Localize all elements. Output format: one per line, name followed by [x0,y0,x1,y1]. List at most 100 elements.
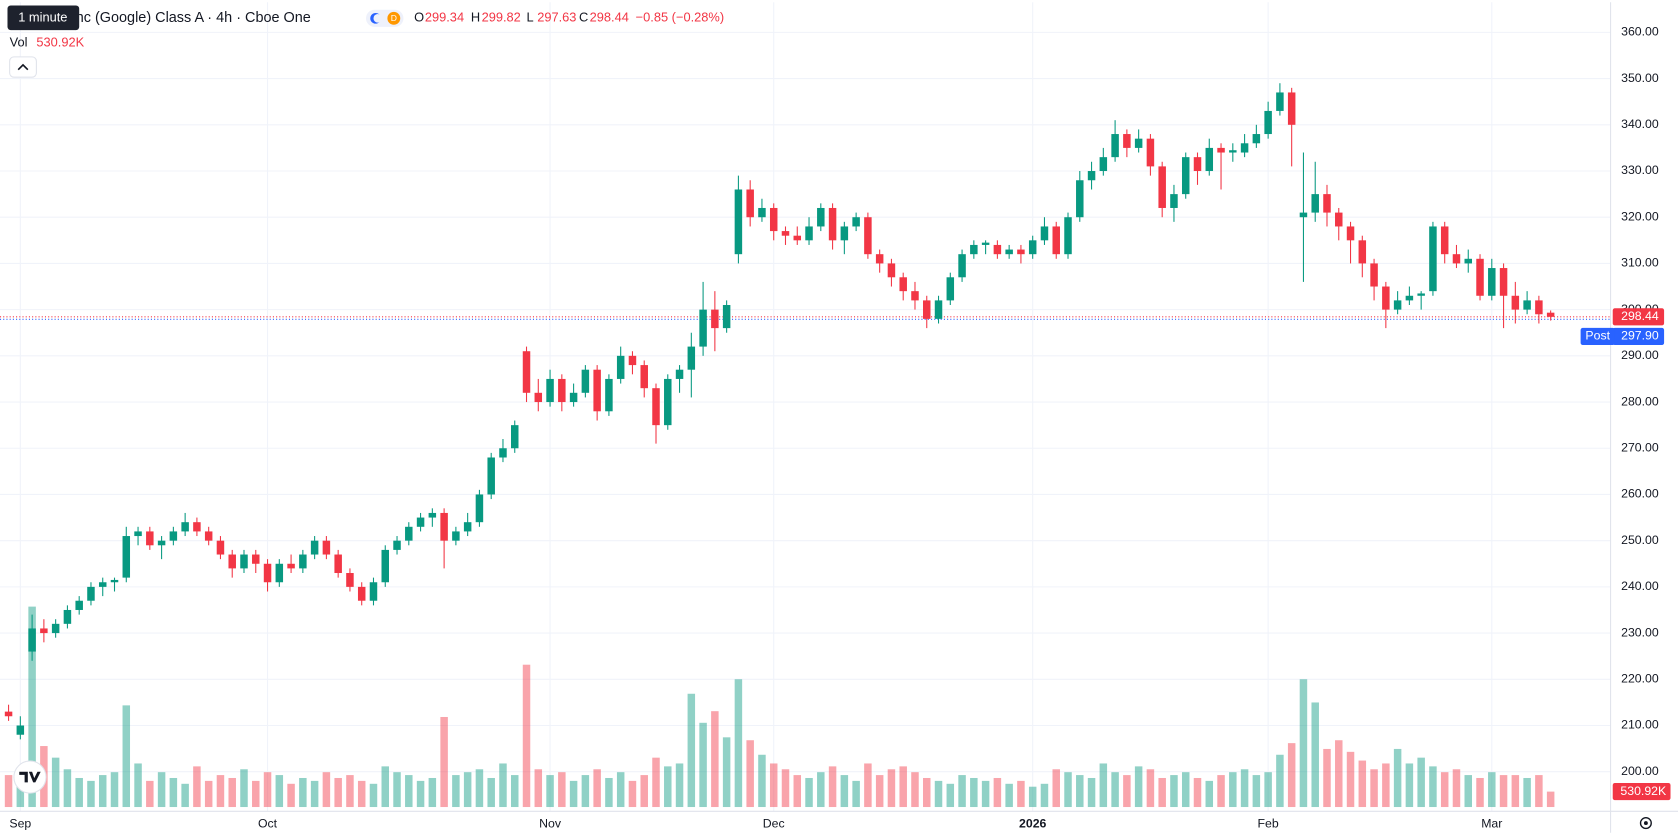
volume-bar [1111,772,1119,808]
volume-bar [110,772,119,808]
y-tick-label: 220.00 [1621,672,1659,686]
candle-body [1099,157,1108,172]
volume-bar [581,775,590,808]
settings-icon[interactable] [1639,817,1652,830]
volume-bar [993,777,1002,808]
candle-body [558,378,566,403]
post-price-box [1612,327,1665,346]
candle-body [781,231,790,236]
session-icon-cut [373,14,383,23]
volume-bar [1134,766,1143,808]
volume-bar [1087,777,1096,808]
y-tick-label: 290.00 [1621,348,1659,362]
volume-bar [452,775,460,808]
candle-body [4,711,13,717]
volume-bar [463,772,472,808]
volume-label-box [1612,783,1671,801]
volume-bar [63,769,72,808]
candle-body [840,226,849,241]
x-tick-label: Dec [763,816,785,830]
candle-body [216,540,225,555]
volume-bar [252,780,260,808]
volume-bar [122,705,131,808]
volume-bar [593,769,601,808]
candle-body [228,554,236,569]
candle-body [923,300,931,319]
x-tick-label: 2026 [1019,816,1047,830]
volume-bar [1170,775,1178,808]
last-price-label: 298.44 [1621,309,1659,323]
volume-bar [840,775,849,808]
volume-bar [1405,763,1414,808]
volume-bar [923,777,931,808]
volume-bar [322,772,331,808]
volume-bar [1382,763,1390,808]
candle-body [628,355,637,366]
candle-body [1393,300,1402,310]
candle-body [1476,258,1484,296]
volume-bar [675,763,684,808]
candle-body [1170,194,1178,208]
tooltip: 1 minute [18,10,67,25]
logo[interactable] [13,760,47,794]
candle-body [1346,226,1355,241]
volume-bar [1476,777,1484,808]
volume-bar [1264,772,1272,808]
volume-bar [711,711,719,808]
candle-body [240,554,248,569]
volume-bar [758,754,766,808]
volume-bar [781,769,790,808]
ohlc-key: H [471,10,480,25]
volume-bar [817,772,825,808]
volume-bar [1417,757,1425,808]
candle-body [1205,147,1214,172]
candle-body [322,540,331,555]
candle-body [711,309,719,329]
collapse-icon [17,63,29,71]
candle-body [546,378,554,403]
candle-body [263,563,272,583]
ohlc-value: 297.63 [537,10,576,25]
volume-bar [534,769,543,808]
volume-bar [1181,772,1190,808]
candle-body [87,586,95,601]
x-tick-label: Oct [258,816,278,830]
y-tick-label: 230.00 [1621,625,1659,639]
volume-bar [1523,777,1531,808]
volume-value: 530.92K [36,34,84,49]
candle-body [28,628,36,652]
candle-body [1358,240,1367,264]
ohlc-value: 299.34 [425,10,464,25]
candle-body [734,189,743,255]
volume-bar [887,769,896,808]
candle-body [475,494,484,523]
candle-body [1429,226,1437,292]
candle-body [1181,157,1190,195]
post-tag: Post [1585,329,1610,343]
volume-bar [769,763,778,808]
volume-bar [346,775,354,808]
volume-bar [1099,763,1108,808]
candle-body [534,392,543,403]
volume-bar [1287,743,1296,808]
candle-body [1064,217,1072,255]
candle-body [122,536,131,578]
volume-bar [98,775,107,808]
volume-bar [1028,786,1037,808]
candle-body [299,554,307,569]
y-tick-label: 210.00 [1621,718,1659,732]
volume-bar [1158,777,1166,808]
volume-bar [16,786,25,808]
x-tick-label: Mar [1481,816,1502,830]
candle-body [1382,286,1390,310]
volume-bar [499,763,507,808]
volume-bar [299,777,307,808]
candle-body [1134,138,1143,148]
collapse-button[interactable] [9,56,37,78]
candle-body [1005,249,1013,255]
volume-bar [734,679,743,808]
candle-body [369,582,378,601]
